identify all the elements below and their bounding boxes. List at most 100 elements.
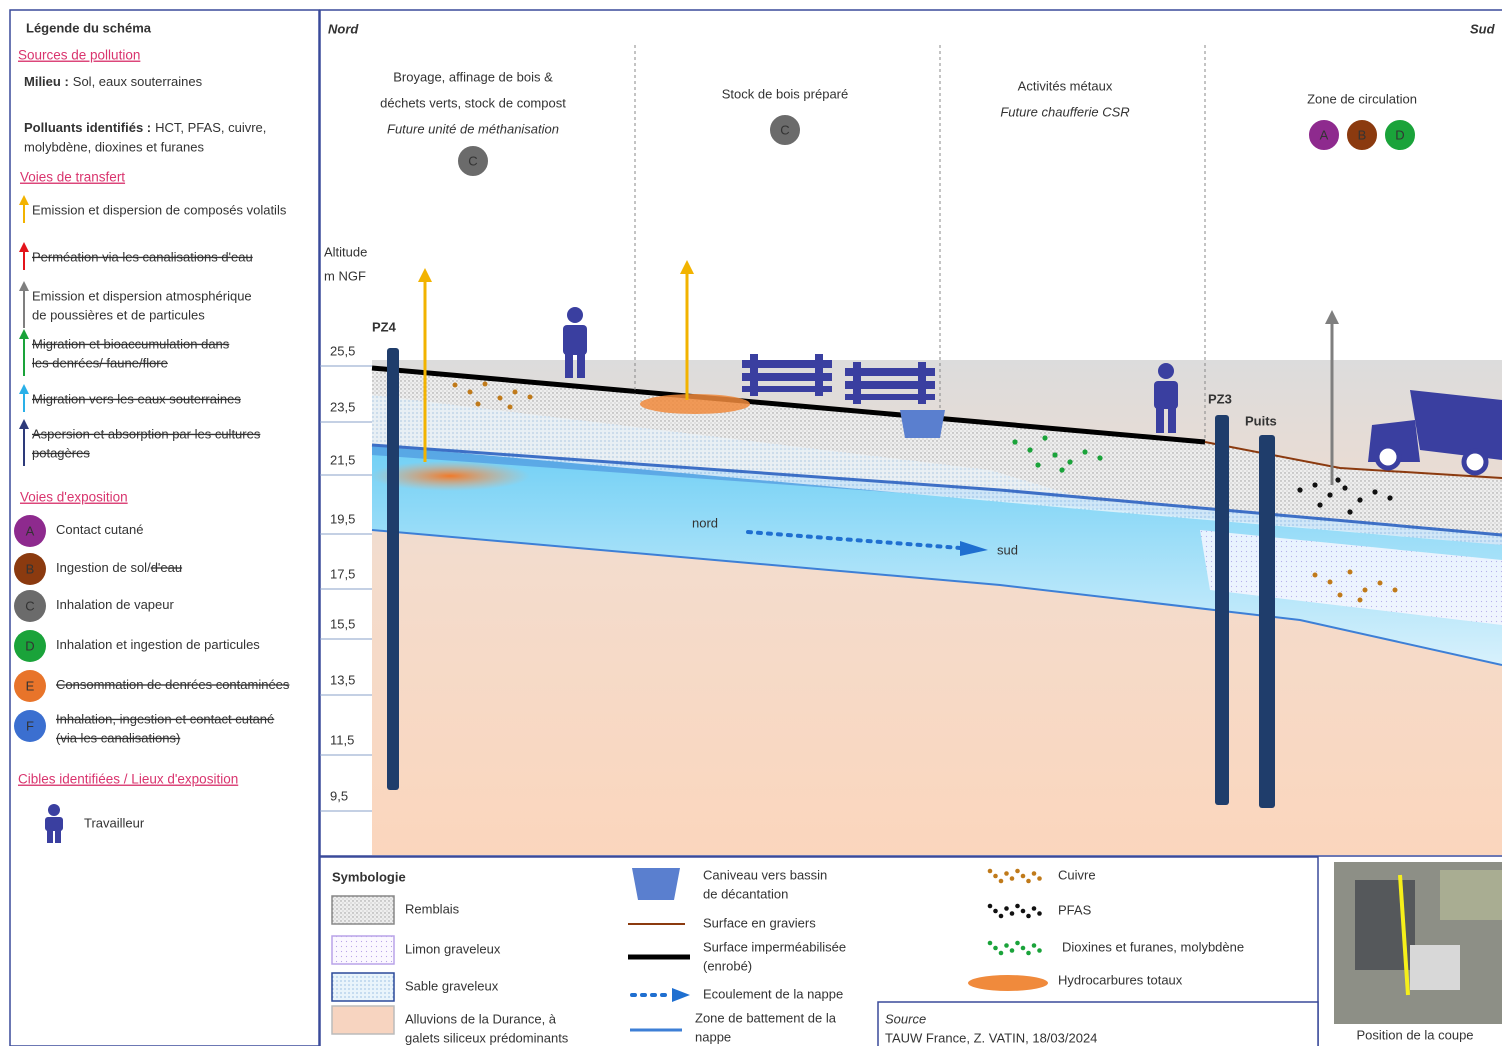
zone-title: déchets verts, stock de compost [380,95,566,110]
well-label: PZ3 [1208,391,1232,406]
symbol-text: de décantation [703,886,788,901]
exposure-part: Inhalation et ingestion de particules [56,637,260,652]
badge-letter: D [1395,127,1404,142]
symbol-text: (enrobé) [703,958,752,973]
exposure-part: Ingestion de sol/ [56,560,151,575]
polluants-label: Polluants identifiés : [24,120,151,135]
flow-symbol-head [672,988,690,1002]
pollutant-dot [1004,906,1009,911]
milieu: Milieu : Sol, eaux souterraines [24,74,203,89]
transfer-arrowhead [19,242,29,252]
zone-badge [768,113,802,147]
symbol-text: Zone de battement de la [695,1010,837,1025]
transfer-arrowhead [19,329,29,339]
altitude-label: 9,5 [330,788,348,803]
exposure-part: Inhalation de vapeur [56,597,174,612]
exposure-text: Inhalation, ingestion et contact cutané [56,711,274,726]
symbology-title: Symbologie [332,869,406,884]
zone-badge [1307,118,1341,152]
altitude-label: 23,5 [330,399,355,414]
polluants: Polluants identifiés : HCT, PFAS, cuivre, [24,120,266,135]
axis-label: Altitude [324,244,367,259]
dividers [634,45,1206,440]
pollutant-dot [1004,871,1009,876]
altitude-label: 21,5 [330,452,355,467]
transfer-text: potagères [32,445,90,460]
layer-swatch [331,1005,395,1035]
pollutant-dot [987,940,993,946]
pollutant-dot [1020,908,1026,914]
badge-letter: D [25,638,34,653]
pollutant-dot [1009,911,1015,916]
pollutant-dot [1020,945,1026,951]
pollutant-dot [1009,876,1015,881]
pollutant-dot [998,878,1004,884]
zone-badge [1383,118,1417,152]
legend-heading: Voies de transfert [20,170,125,185]
map-thumbnail [1334,862,1502,1024]
layer-text: Alluvions de la Durance, à [405,1011,557,1026]
zone-title: Stock de bois préparé [722,86,848,101]
zone-title: Activités métaux [1018,78,1113,93]
pollutant-text: Hydrocarbures totaux [1058,972,1183,987]
exposure-part: d'eau [151,560,182,575]
altitude-label: 17,5 [330,566,355,581]
badge-letter: E [26,678,35,693]
exposure-badge [14,670,46,702]
badge-letter: C [468,153,477,168]
layer-text: Limon graveleux [405,941,501,956]
pollutant-dot [1026,913,1031,919]
badge-letter: C [25,598,34,613]
transfer-text: Migration et bioaccumulation dans [32,336,230,351]
transfer-text: Aspersion et absorption par les cultures [32,426,261,441]
canal-symbol [632,868,680,900]
transfer-text: les denrées/ faune/flore [32,355,168,370]
zone-title: Broyage, affinage de bois & [393,69,553,84]
transfer-arrowhead [19,419,29,429]
layer-text: Sable graveleux [405,978,499,993]
altitude-label: 11,5 [330,732,354,747]
symbol-text: Surface en graviers [703,915,816,930]
transfer-text: Perméation via les canalisations d'eau [32,249,253,264]
layer-swatch [331,935,395,965]
pollutant-text: Cuivre [1058,867,1096,882]
pollutant-dot [1026,878,1031,884]
pollutant-dot [993,908,998,914]
transfer-arrowhead [19,281,29,291]
exposure-text: (via les canalisations) [56,730,180,745]
symbol-text: Ecoulement de la nappe [703,986,843,1001]
symbol-text: Caniveau vers bassin [703,867,827,882]
altitude-label: 25,5 [330,343,355,358]
badge-letter: B [26,561,35,576]
exposure-badge [14,710,46,742]
transfer-text: Emission et dispersion atmosphérique [32,288,252,303]
altitude-label: 13,5 [330,672,355,687]
zone-badge [1345,118,1379,152]
pollutant-text: Dioxines et furanes, molybdène [1062,939,1244,954]
legend-heading: Sources de pollution [18,48,140,63]
zone-subtitle: Future chaufferie CSR [1000,104,1129,119]
zone-badge [456,144,490,178]
legend-heading: Cibles identifiées / Lieux d'exposition [18,772,238,787]
pollutant-blob [968,975,1048,991]
exposure-text: Contact cutané [56,522,143,537]
well-label: PZ4 [372,319,397,334]
pollutant-dot [1015,868,1020,874]
zone-title: Zone de circulation [1307,91,1417,106]
altitude-label: 19,5 [330,511,355,526]
pollutant-dot [1037,911,1042,916]
pollutant-dot [998,913,1004,919]
flow-label: sud [997,542,1018,557]
pollutant-dot [1015,903,1020,909]
exposure-text: Ingestion de sol/d'eau [56,560,182,575]
icons [45,260,1502,843]
axis-label: m NGF [324,268,366,283]
symbol-text: nappe [695,1029,731,1044]
target-text: Travailleur [84,815,145,830]
source-label: Source [885,1011,926,1026]
pollutant-dot [1031,906,1037,911]
pollutant-dot [1037,876,1042,881]
